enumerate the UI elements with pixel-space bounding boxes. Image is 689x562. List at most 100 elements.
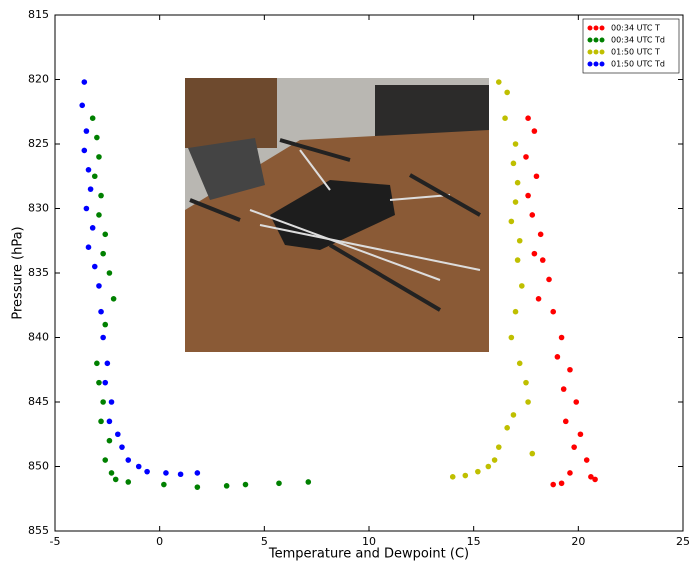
series (449, 79, 536, 480)
x-tick-label: 0 (156, 535, 163, 548)
point (89, 115, 96, 121)
x-tick-label: 5 (261, 535, 268, 548)
point (223, 483, 230, 489)
point (516, 360, 523, 367)
point (163, 470, 169, 476)
point (119, 444, 125, 450)
point (510, 160, 517, 167)
legend: 00:34 UTC T 00:34 UTC Td 01:50 UTC T 01:50 … (582, 18, 680, 74)
photo-tray (188, 138, 265, 200)
point (98, 418, 104, 425)
point (85, 244, 92, 250)
photo-door (185, 78, 277, 148)
y-tick-label: 815 (28, 8, 49, 21)
point (83, 205, 90, 212)
point (592, 476, 598, 483)
legend-marker (587, 61, 593, 67)
point (525, 192, 531, 199)
legend-marker (593, 49, 599, 55)
point (535, 296, 542, 302)
point (514, 257, 521, 263)
x-tick-label: -5 (50, 535, 61, 548)
point (112, 476, 119, 483)
point (475, 468, 481, 475)
point (539, 257, 546, 263)
point (550, 481, 557, 488)
series (89, 115, 312, 490)
point (276, 480, 282, 487)
legend-marker (587, 49, 593, 55)
point (571, 444, 577, 450)
legend-label: 01:50 UTC Td (611, 60, 665, 69)
legend-marker (587, 25, 593, 31)
point (108, 399, 115, 405)
point (106, 437, 113, 444)
point (519, 283, 525, 289)
point (144, 468, 150, 475)
legend-marker (599, 49, 605, 55)
point (495, 444, 502, 450)
point (98, 192, 104, 199)
x-tick-label: 20 (571, 535, 585, 548)
point (177, 471, 184, 478)
point (562, 418, 569, 425)
point (125, 457, 132, 463)
point (449, 474, 456, 480)
point (96, 283, 102, 289)
point (89, 225, 96, 231)
point (573, 399, 580, 405)
point (81, 147, 88, 154)
point (588, 474, 594, 480)
point (512, 199, 519, 205)
legend-marker (587, 37, 593, 43)
point (512, 141, 519, 147)
x-tick-label: 25 (676, 535, 689, 548)
point (242, 481, 249, 488)
point (508, 218, 515, 225)
legend-box (582, 18, 680, 74)
point (125, 479, 132, 485)
point (514, 179, 521, 186)
point (305, 479, 312, 485)
legend-label: 00:34 UTC Td (611, 36, 665, 45)
y-tick-label: 840 (28, 331, 49, 344)
point (577, 431, 584, 438)
inset-photo (185, 78, 489, 352)
point (546, 276, 552, 283)
point (79, 102, 86, 109)
point (91, 173, 98, 180)
point (531, 250, 538, 257)
point (533, 173, 540, 180)
point (525, 399, 531, 405)
point (523, 154, 529, 160)
series (523, 115, 598, 488)
point (508, 334, 515, 341)
point (554, 354, 561, 360)
point (98, 308, 104, 315)
point (135, 463, 142, 470)
y-tick-label: 850 (28, 460, 49, 473)
point (104, 360, 111, 367)
point (91, 263, 98, 270)
x-tick-label: 10 (362, 535, 376, 548)
legend-marker (593, 61, 599, 67)
y-tick-label: 820 (28, 73, 49, 86)
point (485, 463, 492, 470)
point (87, 186, 94, 192)
point (94, 360, 100, 367)
point (523, 379, 529, 386)
point (81, 79, 88, 85)
point (491, 457, 498, 463)
legend-label: 00:34 UTC T (611, 24, 660, 33)
point (529, 450, 536, 457)
point (96, 212, 102, 218)
legend-marker (599, 25, 605, 31)
point (504, 89, 510, 96)
point (510, 412, 517, 418)
y-tick-label: 835 (28, 266, 49, 279)
point (558, 334, 565, 341)
point (583, 457, 590, 463)
point (102, 379, 109, 386)
point (550, 308, 557, 315)
